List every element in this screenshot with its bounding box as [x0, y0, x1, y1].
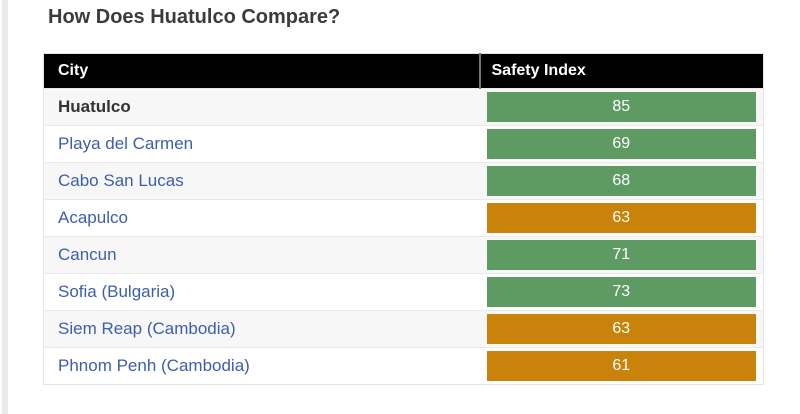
- safety-index-bar: 63: [486, 203, 756, 233]
- safety-index-bar: 63: [486, 314, 756, 344]
- safety-index-value: 73: [612, 283, 631, 300]
- table-row: Phnom Penh (Cambodia) 61: [43, 347, 764, 385]
- table-row: Siem Reap (Cambodia) 63: [43, 310, 764, 348]
- page-content: How Does Huatulco Compare? City Safety I…: [43, 0, 764, 385]
- safety-index-value: 68: [612, 172, 631, 189]
- city-link[interactable]: Acapulco: [58, 208, 128, 227]
- safety-index-bar: 71: [486, 240, 756, 270]
- comparison-table: City Safety Index Huatulco 85 Playa del …: [43, 53, 764, 385]
- safety-index-bar: 61: [486, 351, 756, 381]
- safety-index-value: 69: [612, 135, 631, 152]
- safety-index-bar: 69: [486, 129, 756, 159]
- safety-index-value: 63: [612, 209, 631, 226]
- city-link[interactable]: Playa del Carmen: [58, 134, 194, 153]
- safety-index-bar: 68: [486, 166, 756, 196]
- table-header-safety-index: Safety Index: [479, 53, 764, 89]
- city-link[interactable]: Cabo San Lucas: [58, 171, 184, 190]
- page-title: How Does Huatulco Compare?: [48, 6, 341, 28]
- safety-index-value: 85: [612, 98, 631, 115]
- table-header-city: City: [43, 53, 481, 89]
- table-row: Sofia (Bulgaria) 73: [43, 273, 764, 311]
- table-row: Cancun 71: [43, 236, 764, 274]
- table-body: Huatulco 85 Playa del Carmen 69 Cabo San…: [43, 88, 764, 385]
- safety-index-bar: 73: [486, 277, 756, 307]
- table-row: Cabo San Lucas 68: [43, 162, 764, 200]
- table-row: Acapulco 63: [43, 199, 764, 237]
- city-link[interactable]: Cancun: [58, 245, 117, 264]
- safety-index-bar: 85: [486, 92, 756, 122]
- table-row: Huatulco 85: [43, 88, 764, 126]
- city-link[interactable]: Sofia (Bulgaria): [58, 282, 176, 301]
- left-scrollbar[interactable]: [2, 0, 8, 414]
- safety-index-value: 71: [612, 246, 631, 263]
- city-label: Huatulco: [58, 97, 131, 116]
- table-header-row: City Safety Index: [43, 53, 764, 89]
- city-link[interactable]: Phnom Penh (Cambodia): [58, 356, 250, 375]
- safety-index-value: 63: [612, 320, 631, 337]
- table-row: Playa del Carmen 69: [43, 125, 764, 163]
- safety-index-value: 61: [612, 357, 631, 374]
- city-link[interactable]: Siem Reap (Cambodia): [58, 319, 236, 338]
